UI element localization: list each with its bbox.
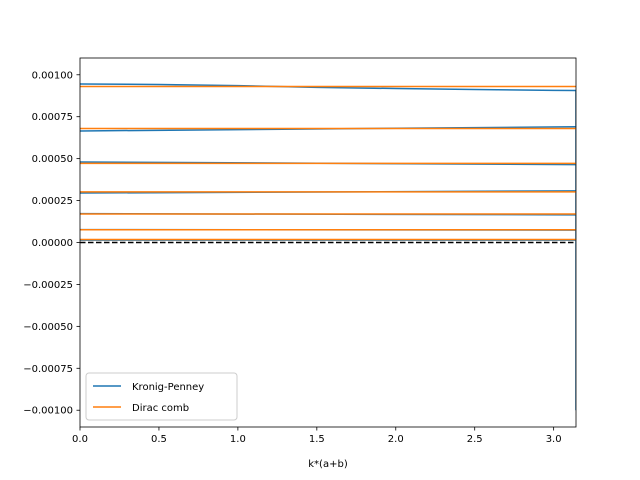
legend-dirac-label: Dirac comb [132, 403, 189, 414]
x-axis: 0.0 0.5 1.0 1.5 2.0 2.5 3.0 [72, 427, 562, 445]
y-axis: −0.00100 −0.00075 −0.00050 −0.00025 0.00000 0… [23, 70, 80, 417]
x-tick-label: 0.5 [151, 434, 167, 445]
x-tick-label: 2.5 [467, 434, 483, 445]
x-axis-label: k*(a+b) [308, 459, 348, 470]
legend-kronig-label: Kronig-Penney [132, 382, 204, 393]
x-tick-label: 2.0 [388, 434, 404, 445]
plot-area [80, 83, 576, 411]
y-tick-label: 0.00050 [32, 154, 73, 165]
x-tick-label: 0.0 [72, 434, 88, 445]
y-tick-label: −0.00075 [23, 364, 73, 375]
x-tick-label: 3.0 [546, 434, 562, 445]
y-tick-label: 0.00000 [32, 238, 73, 249]
y-tick-label: −0.00050 [23, 322, 73, 333]
y-tick-label: 0.00075 [32, 112, 73, 123]
y-tick-label: 0.00100 [32, 70, 73, 81]
y-tick-label: −0.00100 [23, 406, 73, 417]
series-layer [80, 83, 576, 411]
y-tick-label: 0.00025 [32, 196, 73, 207]
kronig-penney-band-6 [80, 83, 576, 92]
x-tick-label: 1.0 [230, 434, 246, 445]
legend-box [85, 372, 238, 421]
legend: Kronig-Penney Dirac comb [85, 372, 238, 421]
x-tick-label: 1.5 [309, 434, 325, 445]
y-tick-label: −0.00025 [23, 280, 73, 291]
